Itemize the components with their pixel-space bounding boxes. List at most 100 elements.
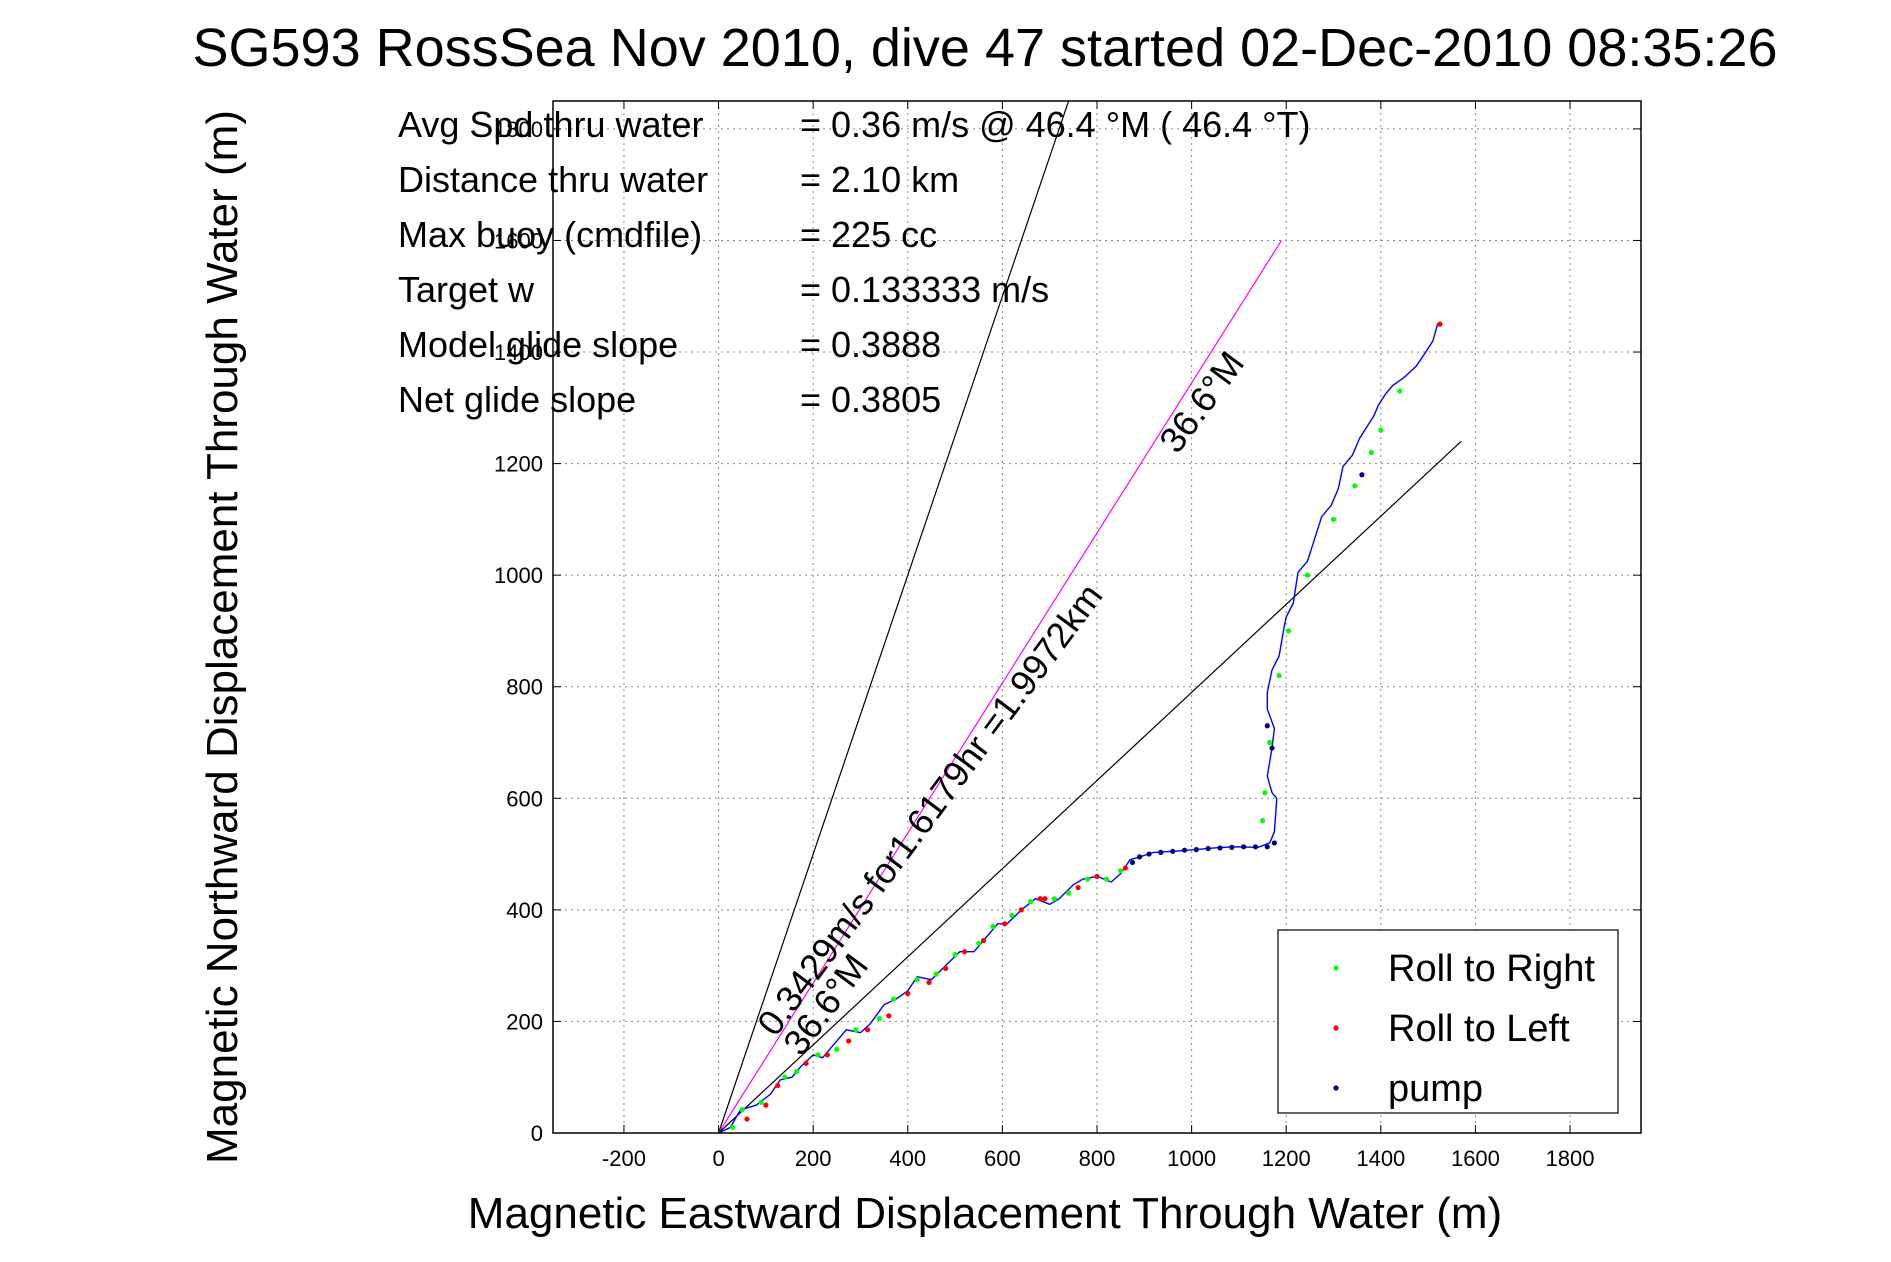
- data-point: [1241, 844, 1247, 850]
- data-point: [1368, 449, 1374, 456]
- y-tick-label: 600: [506, 786, 543, 811]
- data-point: [824, 1052, 830, 1058]
- data-point: [1028, 898, 1034, 905]
- y-tick-label: 1400: [494, 340, 543, 365]
- data-point: [1193, 847, 1199, 853]
- data-point: [1352, 483, 1358, 489]
- y-tick-label: 400: [506, 898, 543, 923]
- stat-value: = 0.3888: [800, 324, 941, 365]
- y-tick-label: 200: [506, 1009, 543, 1034]
- stat-value: = 225 cc: [800, 214, 937, 255]
- reference-lines: [717, 100, 1462, 1134]
- data-point: [1018, 907, 1024, 913]
- series-roll-to-left: [744, 321, 1443, 1122]
- data-point: [1304, 572, 1311, 578]
- stat-label: Max buoy (cmdfile): [398, 214, 702, 255]
- data-point: [794, 1069, 800, 1075]
- data-point: [775, 1082, 781, 1089]
- data-point: [1397, 388, 1403, 394]
- data-point: [1066, 890, 1072, 896]
- data-point: [864, 1027, 871, 1033]
- data-point: [1262, 790, 1268, 796]
- data-point: [926, 979, 932, 985]
- legend-box: [1277, 929, 1619, 1114]
- line-annotation: 36.6°M: [1151, 344, 1252, 460]
- data-point: [990, 924, 996, 930]
- data-point: [1170, 848, 1176, 854]
- x-tick-label: 1200: [1262, 1146, 1311, 1171]
- y-tick-label: 1800: [494, 117, 543, 142]
- data-point: [815, 1052, 821, 1058]
- data-point: [730, 1124, 736, 1131]
- stat-value: = 0.133333 m/s: [800, 269, 1049, 310]
- data-point: [952, 951, 958, 958]
- legend-label: Roll to Left: [1388, 1008, 1570, 1050]
- line-annotation: 0.3429m/s for1.6179hr =1.9972km: [749, 576, 1111, 1043]
- plot-frame: [552, 100, 1642, 1134]
- data-point: [744, 1116, 750, 1122]
- x-tick-label: 1400: [1356, 1146, 1405, 1171]
- line-annotations: 0.3429m/s for1.6179hr =1.9972km36.6°M36.…: [749, 344, 1252, 1063]
- x-tick-label: -200: [602, 1146, 646, 1171]
- stats-block: Avg Spd thru water = 0.36 m/s @ 46.4 °M (…: [398, 104, 1311, 420]
- data-point: [1084, 876, 1091, 882]
- legend: Roll to Right Roll to Left pump: [1277, 929, 1619, 1114]
- y-tick-label: 1000: [494, 563, 543, 588]
- data-point: [834, 1046, 840, 1052]
- legend-label: Roll to Right: [1388, 948, 1595, 990]
- data-point: [961, 949, 968, 955]
- data-point: [1205, 845, 1211, 852]
- data-point: [1264, 723, 1270, 729]
- shallow-line: [718, 440, 1462, 1134]
- chart-title: SG593 RossSea Nov 2010, dive 47 started …: [192, 18, 1777, 78]
- data-point: [1158, 849, 1164, 856]
- data-point: [914, 976, 920, 983]
- x-tick-label: 1000: [1167, 1146, 1216, 1171]
- stat-value: = 0.36 m/s @ 46.4 °M ( 46.4 °T): [800, 104, 1311, 145]
- data-point: [1122, 865, 1128, 871]
- data-point: [1269, 745, 1275, 751]
- data-point: [1217, 845, 1223, 851]
- data-point: [876, 1016, 883, 1022]
- data-point: [1094, 873, 1100, 879]
- x-tick-label: 0: [712, 1146, 724, 1171]
- x-tick-label: 400: [889, 1146, 926, 1171]
- data-point: [1103, 876, 1110, 882]
- data-point: [905, 990, 911, 997]
- data-point: [1437, 321, 1443, 327]
- y-tick-label: 1600: [494, 228, 543, 253]
- x-tick-label: 600: [984, 1146, 1021, 1171]
- data-point: [933, 971, 939, 977]
- data-point: [1136, 854, 1143, 860]
- data-point: [1264, 844, 1270, 850]
- data-point: [980, 937, 987, 944]
- legend-marker: [1333, 965, 1339, 971]
- data-point: [943, 965, 949, 972]
- data-point: [853, 1027, 859, 1033]
- data-point: [1359, 472, 1365, 478]
- x-tick-label: 800: [1079, 1146, 1116, 1171]
- data-point: [1378, 427, 1384, 433]
- data-point: [1285, 628, 1292, 634]
- data-point: [1181, 847, 1188, 853]
- data-point: [1037, 896, 1043, 902]
- legend-marker: [1333, 1085, 1339, 1091]
- data-point: [1118, 868, 1124, 874]
- stat-label: Distance thru water: [398, 159, 708, 200]
- y-axis-ticks: 0 200 400 600 800 1000 1200 1400 1600 1800: [494, 117, 1641, 1146]
- stat-label: Target w: [398, 269, 535, 310]
- data-point: [739, 1106, 745, 1113]
- data-point: [886, 1013, 892, 1019]
- data-point: [803, 1060, 809, 1066]
- data-point: [1229, 844, 1235, 850]
- x-tick-label: 200: [795, 1146, 832, 1171]
- data-point: [890, 996, 897, 1002]
- data-point: [1002, 921, 1008, 927]
- y-tick-label: 1200: [494, 452, 543, 477]
- data-point: [1271, 840, 1277, 846]
- data-point: [1051, 896, 1058, 902]
- series-roll-to-right: [730, 388, 1403, 1131]
- data-point: [1129, 859, 1136, 866]
- y-axis-label: Magnetic Northward Displacement Through …: [198, 110, 247, 1164]
